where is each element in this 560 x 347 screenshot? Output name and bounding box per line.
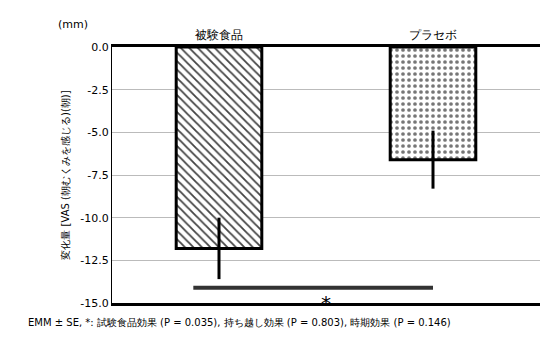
svg-text:-12.5: -12.5 bbox=[80, 254, 108, 267]
svg-text:プラセボ: プラセボ bbox=[409, 28, 457, 42]
svg-text:-7.5: -7.5 bbox=[87, 169, 108, 182]
svg-text:-2.5: -2.5 bbox=[87, 84, 108, 97]
svg-text:*: * bbox=[321, 291, 331, 315]
svg-text:(mm): (mm) bbox=[58, 18, 88, 31]
svg-text:-15.0: -15.0 bbox=[80, 297, 108, 310]
svg-text:0.0: 0.0 bbox=[91, 41, 109, 54]
svg-text:-10.0: -10.0 bbox=[80, 212, 108, 225]
svg-text:EMM ± SE, *: 試験食品効果 (P = 0.035: EMM ± SE, *: 試験食品効果 (P = 0.035), 持ち越し効果 … bbox=[28, 317, 451, 328]
svg-text:-5.0: -5.0 bbox=[87, 126, 108, 139]
svg-text:被験食品: 被験食品 bbox=[195, 28, 243, 42]
svg-text:変化量 [VAS (朝むくみを感じる)(朝)]: 変化量 [VAS (朝むくみを感じる)(朝)] bbox=[60, 90, 71, 259]
